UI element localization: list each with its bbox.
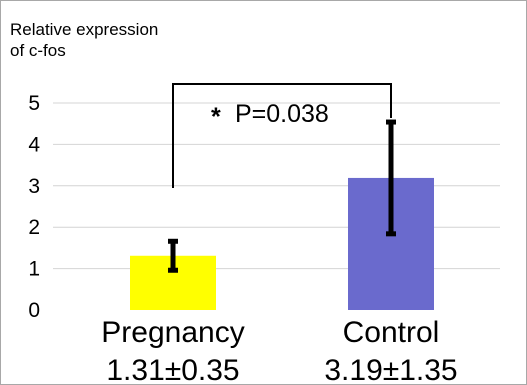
category-label-pregnancy: Pregnancy <box>101 316 244 349</box>
y-axis-title: Relative expression of c-fos <box>10 19 240 61</box>
y-axis-title-line1: Relative expression <box>10 20 159 39</box>
y-axis-title-line2: of c-fos <box>10 41 66 60</box>
significance-star: * <box>211 103 221 131</box>
y-tick-label-2: 2 <box>28 216 40 239</box>
significance-bracket <box>172 83 392 188</box>
y-tick-label-1: 1 <box>28 258 40 281</box>
y-tick-label-5: 5 <box>28 92 40 115</box>
p-value-label: P=0.038 <box>235 100 329 128</box>
category-label-control: Control <box>343 316 440 349</box>
y-tick-label-0: 0 <box>28 299 40 322</box>
y-tick-label-4: 4 <box>28 133 40 156</box>
value-label-control: 3.19±1.35 <box>324 354 457 385</box>
value-label-pregnancy: 1.31±0.35 <box>106 354 239 385</box>
y-tick-label-3: 3 <box>28 175 40 198</box>
